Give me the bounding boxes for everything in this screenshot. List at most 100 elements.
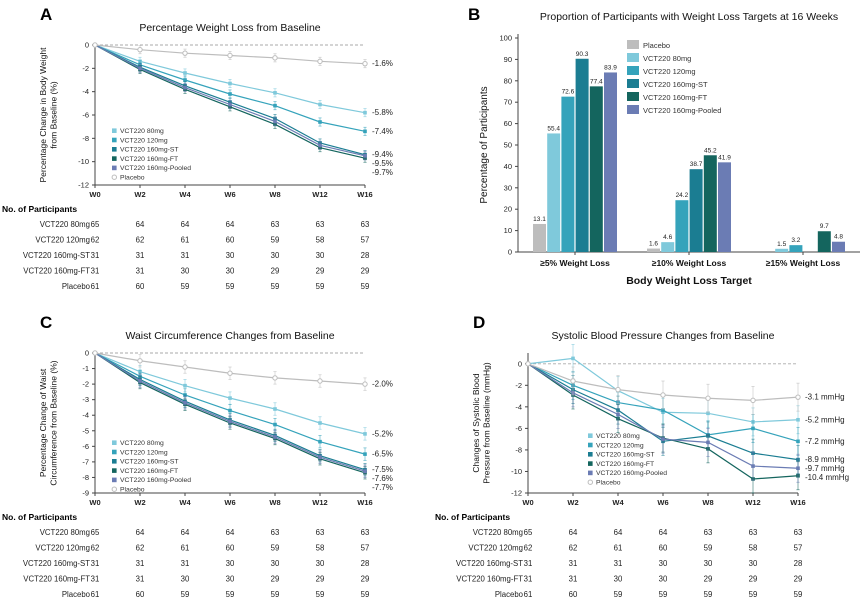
- bar-value-label: 83.9: [604, 64, 617, 71]
- participants-cell: 30: [271, 559, 280, 568]
- legend-label: VCT220 80mg: [596, 433, 640, 440]
- participants-row-label: VCT220 160mg-FT: [456, 575, 523, 584]
- y-tick-label: -10: [78, 157, 89, 166]
- legend-swatch: [627, 53, 639, 62]
- legend-marker: [588, 442, 593, 448]
- legend-marker: [111, 174, 118, 180]
- x-tick-label: W16: [357, 190, 372, 199]
- legend-label: Placebo: [596, 480, 621, 487]
- panel-a-weight-loss-line-chart: A Percentage Weight Loss from Baseline Per…: [2, 5, 393, 291]
- x-tick-label: W0: [89, 498, 100, 507]
- data-point: [273, 119, 277, 124]
- end-value-label: -1.6%: [372, 59, 393, 68]
- y-axis-label: Percentage Change of Waist: [38, 368, 48, 477]
- participants-cell: 60: [226, 236, 235, 245]
- participants-row-label: Placebo: [62, 590, 91, 599]
- participants-cell: 57: [361, 236, 370, 245]
- participants-cell: 63: [704, 528, 713, 537]
- legend-swatch: [627, 79, 639, 88]
- y-tick-label: 0: [518, 359, 522, 368]
- chart-title: Proportion of Participants with Weight L…: [540, 11, 838, 23]
- end-value-label: -7.7%: [372, 483, 393, 492]
- data-point: [273, 407, 277, 411]
- y-axis-label: Percentage Change in Body Weight: [38, 47, 48, 183]
- x-tick-label: W2: [567, 498, 578, 507]
- data-point: [227, 370, 233, 376]
- data-point: [751, 464, 755, 468]
- legend-label: VCT220 160mg-Pooled: [120, 165, 191, 172]
- data-point: [363, 154, 367, 158]
- x-tick-label: W6: [657, 498, 668, 507]
- participants-cell: 59: [704, 544, 713, 553]
- legend-marker: [588, 452, 593, 457]
- participants-cell: 63: [316, 220, 325, 229]
- legend-label: VCT220 80mg: [120, 440, 164, 447]
- legend-label: VCT220 160mg-ST: [643, 80, 708, 89]
- participants-cell: 31: [569, 575, 578, 584]
- y-axis-label: Percentage of Participants: [479, 86, 490, 203]
- category-label: ≥10% Weight Loss: [652, 258, 727, 268]
- participants-cell: 30: [226, 267, 235, 276]
- end-value-label: -9.7%: [372, 168, 393, 177]
- y-tick-label: -6: [82, 111, 89, 120]
- y-tick-label: -4: [82, 87, 89, 96]
- y-tick-label: 0: [85, 349, 89, 358]
- bar: [817, 231, 831, 252]
- x-tick-label: W16: [790, 498, 805, 507]
- participants-cell: 29: [271, 575, 280, 584]
- participants-cell: 63: [361, 220, 370, 229]
- legend-marker: [112, 128, 117, 133]
- x-tick-label: W6: [224, 498, 235, 507]
- legend-marker: [112, 137, 117, 143]
- participants-cell: 29: [271, 267, 280, 276]
- data-point: [228, 396, 232, 400]
- y-axis-label: from Baseline (%): [49, 81, 59, 149]
- data-point: [228, 419, 232, 424]
- participants-cell: 64: [659, 528, 668, 537]
- legend-label: VCT220 160mg-FT: [120, 468, 178, 475]
- participants-cell: 59: [271, 544, 280, 553]
- y-tick-label: -12: [511, 489, 522, 498]
- data-point: [363, 469, 367, 474]
- x-tick-label: W16: [357, 498, 372, 507]
- end-value-label: -5.2 mmHg: [805, 415, 845, 424]
- x-tick-label: W8: [269, 498, 280, 507]
- participants-cell: 62: [136, 236, 145, 245]
- participants-cell: 62: [91, 236, 100, 245]
- participants-cell: 57: [361, 544, 370, 553]
- y-axis-label: Changes of Systolic Blood: [471, 373, 481, 472]
- panel-letter: A: [40, 5, 52, 24]
- participants-cell: 31: [91, 559, 100, 568]
- panel-letter: C: [40, 313, 52, 332]
- end-value-label: -10.4 mmHg: [805, 473, 849, 482]
- bar-value-label: 4.8: [834, 234, 843, 241]
- participants-cell: 60: [136, 590, 145, 599]
- x-tick-label: W4: [612, 498, 624, 507]
- participants-row-label: VCT220 160mg-ST: [23, 559, 90, 568]
- participants-cell: 30: [226, 575, 235, 584]
- data-point: [272, 55, 278, 61]
- legend-marker: [112, 147, 117, 152]
- end-value-label: -5.8%: [372, 108, 393, 117]
- participants-row-label: Placebo: [62, 282, 91, 291]
- participants-cell: 59: [316, 590, 325, 599]
- participants-cell: 58: [749, 544, 758, 553]
- participants-cell: 30: [226, 251, 235, 260]
- legend-marker: [112, 477, 117, 483]
- data-point: [92, 350, 98, 356]
- x-tick-label: W12: [312, 498, 327, 507]
- participants-cell: 62: [136, 544, 145, 553]
- participants-cell: 64: [226, 220, 235, 229]
- y-tick-label: 30: [504, 183, 512, 192]
- bar-value-label: 41.9: [718, 154, 731, 161]
- participants-cell: 30: [659, 575, 668, 584]
- participants-cell: 64: [136, 220, 145, 229]
- legend-marker: [588, 433, 593, 438]
- participants-cell: 61: [181, 236, 190, 245]
- data-point: [228, 408, 232, 413]
- participants-cell: 31: [136, 559, 145, 568]
- participants-row-label: VCT220 120mg: [468, 544, 523, 553]
- end-value-label: -8.9 mmHg: [805, 455, 845, 464]
- chart-title: Percentage Weight Loss from Baseline: [139, 22, 320, 34]
- legend-label: VCT220 120mg: [596, 442, 644, 449]
